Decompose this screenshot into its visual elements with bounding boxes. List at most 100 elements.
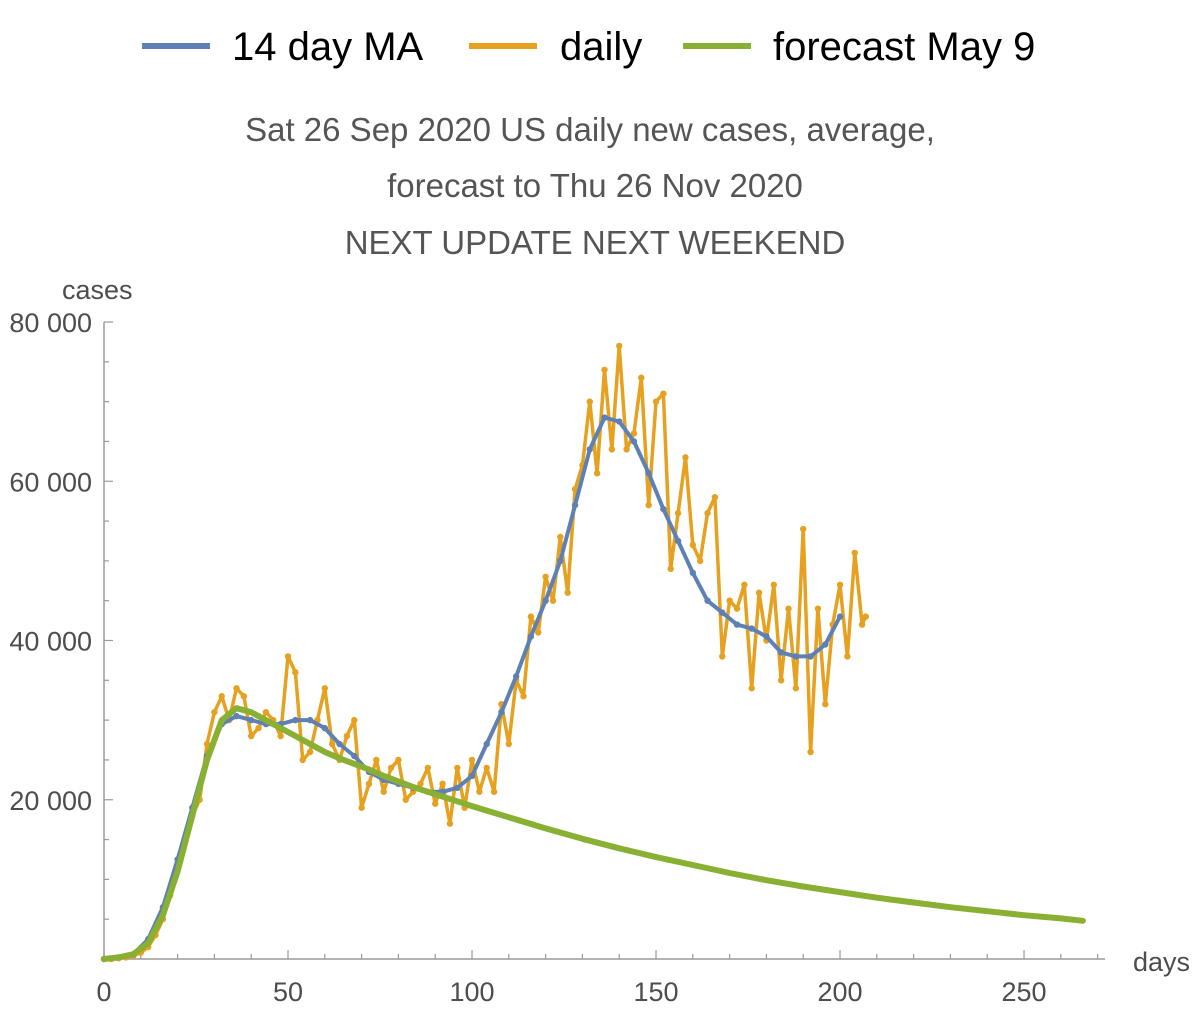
- data-point-ma-14-day: [616, 418, 623, 425]
- data-point-ma-14-day: [542, 597, 549, 604]
- data-point-ma-14-day: [777, 649, 785, 656]
- data-point-daily: [777, 677, 785, 684]
- data-point-daily: [432, 800, 439, 807]
- data-point-daily: [682, 454, 689, 461]
- data-point-daily: [733, 605, 741, 612]
- data-point-daily: [542, 573, 549, 580]
- data-point-ma-14-day: [733, 621, 741, 628]
- data-point-daily: [836, 581, 844, 588]
- data-point-daily: [358, 804, 365, 811]
- data-point-ma-14-day: [630, 438, 638, 445]
- data-point-daily: [785, 605, 792, 612]
- data-point-daily: [586, 398, 593, 405]
- data-point-ma-14-day: [807, 653, 814, 660]
- series-ma-14-day: [100, 414, 844, 963]
- data-point-ma-14-day: [719, 609, 726, 616]
- data-point-daily: [321, 685, 329, 692]
- data-point-daily: [262, 708, 270, 716]
- series-forecast-may-9: [101, 705, 1086, 962]
- data-point-daily: [851, 549, 858, 557]
- data-point-daily: [248, 732, 255, 740]
- data-point-daily: [807, 748, 814, 756]
- data-point-daily: [476, 788, 483, 795]
- data-point-daily: [284, 653, 292, 660]
- data-point-ma-14-day: [498, 708, 505, 716]
- x-tick-label: 0: [96, 977, 111, 1007]
- y-tick-label: 60 000: [9, 467, 92, 497]
- data-point-daily: [454, 764, 461, 772]
- data-point-daily: [748, 685, 755, 692]
- data-point-daily: [520, 693, 527, 700]
- chart-title: Sat 26 Sep 2020 US daily new cases, aver…: [245, 111, 935, 261]
- data-point-daily: [255, 724, 262, 732]
- data-point-daily: [755, 589, 763, 596]
- data-point-daily: [726, 597, 733, 604]
- data-point-daily: [696, 557, 704, 565]
- data-point-daily: [292, 669, 299, 676]
- data-point-daily: [424, 764, 432, 772]
- data-point-ma-14-day: [822, 641, 829, 648]
- data-point-ma-14-day: [527, 633, 535, 640]
- y-tick-label: 20 000: [9, 786, 92, 816]
- chart-title-line-2: forecast to Thu 26 Nov 2020: [387, 167, 803, 204]
- data-point-daily: [505, 740, 513, 748]
- legend-label-daily: daily: [560, 25, 642, 69]
- data-point-ma-14-day: [645, 470, 652, 477]
- data-point-daily: [630, 430, 638, 437]
- data-point-daily: [373, 756, 380, 764]
- data-point-ma-14-day: [454, 784, 461, 792]
- data-point-daily: [395, 756, 402, 764]
- legend-label-14-day-ma: 14 day MA: [232, 25, 424, 69]
- data-point-daily: [299, 756, 306, 764]
- data-point-ma-14-day: [674, 537, 682, 545]
- data-point-ma-14-day: [512, 673, 520, 680]
- data-point-daily: [862, 613, 869, 620]
- series-line-forecast-may-9: [101, 705, 1086, 962]
- data-point-daily: [218, 693, 225, 700]
- data-point-ma-14-day: [468, 772, 476, 780]
- data-point-daily: [822, 701, 829, 708]
- data-point-daily: [233, 685, 240, 692]
- data-point-ma-14-day: [557, 557, 564, 565]
- data-point-daily: [800, 525, 807, 533]
- x-tick-label: 50: [273, 977, 303, 1007]
- x-axis-label: days: [1133, 947, 1190, 977]
- y-tick-label: 80 000: [9, 308, 92, 338]
- legend-item-forecast: forecast May 9: [683, 25, 1035, 69]
- data-point-daily: [741, 581, 748, 588]
- data-point-ma-14-day: [306, 716, 314, 724]
- data-point-daily: [328, 740, 336, 748]
- legend-label-forecast: forecast May 9: [773, 25, 1035, 69]
- data-point-daily: [689, 541, 697, 549]
- x-tick-label: 100: [449, 977, 494, 1007]
- data-point-daily: [203, 740, 211, 748]
- data-point-daily: [351, 716, 358, 724]
- x-tick-label: 150: [633, 977, 678, 1007]
- data-point-daily: [858, 621, 866, 628]
- data-point-daily: [814, 605, 822, 612]
- data-point-daily: [660, 390, 667, 397]
- data-point-daily: [343, 732, 351, 740]
- data-point-ma-14-day: [292, 716, 299, 724]
- series-line-daily: [102, 344, 868, 961]
- legend-item-14-day-ma: 14 day MA: [142, 25, 424, 69]
- x-tick-label: 250: [1002, 977, 1047, 1007]
- legend-item-daily: daily: [469, 25, 642, 69]
- data-point-daily: [417, 780, 424, 788]
- data-point-daily: [483, 764, 490, 772]
- data-point-ma-14-day: [483, 740, 490, 748]
- data-point-daily: [564, 589, 571, 596]
- data-point-daily: [601, 366, 608, 373]
- chart-title-line-3: NEXT UPDATE NEXT WEEKEND: [345, 224, 846, 261]
- y-axis-label: cases: [62, 275, 133, 305]
- series-layer: [100, 342, 1086, 963]
- data-point-daily: [608, 446, 616, 453]
- data-point-daily: [306, 748, 314, 756]
- data-point-daily: [402, 796, 409, 803]
- series-line-ma-14-day: [102, 415, 842, 961]
- data-point-ma-14-day: [248, 716, 255, 724]
- data-point-daily: [652, 398, 660, 405]
- legend: 14 day MA daily forecast May 9: [142, 25, 1035, 69]
- data-point-daily: [616, 342, 623, 350]
- data-point-daily: [844, 653, 851, 660]
